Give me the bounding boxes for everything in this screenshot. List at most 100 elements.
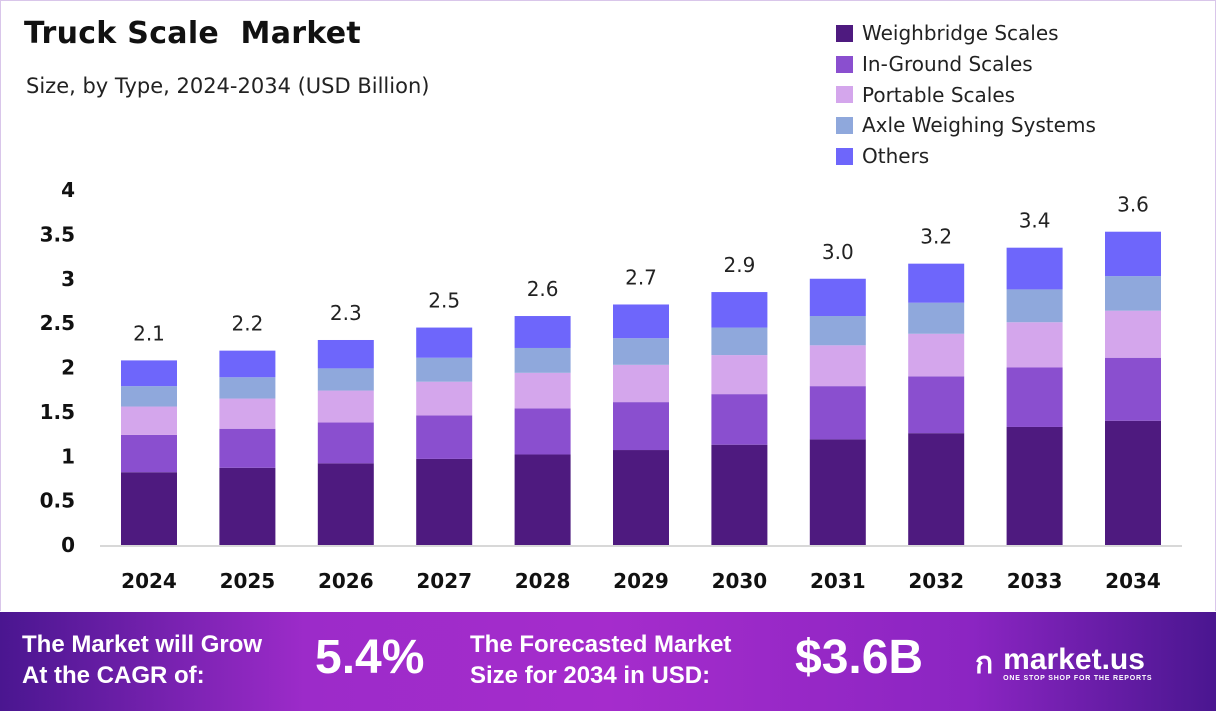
bar-segment-weighbridge-scales	[514, 454, 571, 545]
y-tick-label: 2.5	[40, 311, 75, 335]
total-data-label: 2.2	[231, 312, 263, 336]
x-tick-label: 2025	[220, 569, 276, 593]
x-tick-label: 2031	[810, 569, 866, 593]
x-tick-label: 2026	[318, 569, 374, 593]
total-data-label: 2.3	[330, 301, 362, 325]
bar-segment-weighbridge-scales	[317, 463, 374, 545]
legend: Weighbridge Scales In-Ground Scales Port…	[836, 18, 1096, 171]
total-data-label: 3.0	[822, 240, 854, 264]
bar-segment-others	[416, 327, 473, 358]
legend-item-axle: Axle Weighing Systems	[836, 110, 1096, 141]
y-tick-label: 1.5	[40, 400, 75, 424]
cagr-label: The Market will Grow At the CAGR of:	[22, 629, 262, 691]
x-tick-label: 2027	[416, 569, 472, 593]
bar-segment-others	[711, 292, 768, 328]
legend-swatch	[836, 86, 853, 104]
bar-segment-in-ground-scales	[1105, 357, 1161, 421]
x-tick-label: 2024	[121, 569, 177, 593]
chart-title: Truck Scale Market	[24, 16, 362, 51]
legend-item-portable: Portable Scales	[836, 79, 1096, 110]
legend-swatch	[836, 147, 853, 165]
bar-segment-portable-scales	[613, 364, 669, 403]
legend-item-in-ground: In-Ground Scales	[836, 49, 1096, 80]
legend-label: Axle Weighing Systems	[862, 113, 1096, 138]
bar-segment-portable-scales	[1105, 310, 1161, 358]
bar-segment-weighbridge-scales	[1006, 426, 1063, 545]
y-tick-label: 4	[61, 178, 75, 202]
x-tick-label: 2030	[712, 569, 768, 593]
market-us-logo-icon: ก	[975, 647, 994, 680]
legend-label: Weighbridge Scales	[862, 21, 1059, 46]
logo-name: market.us	[1003, 643, 1145, 676]
bar-segment-axle-weighing-systems	[1006, 289, 1063, 323]
total-data-label: 2.6	[527, 277, 559, 301]
total-data-label: 3.4	[1019, 209, 1051, 233]
x-tick-label: 2034	[1105, 569, 1161, 593]
total-data-label: 2.7	[625, 265, 657, 289]
bar-segment-weighbridge-scales	[219, 467, 276, 545]
y-tick-label: 3	[61, 267, 75, 291]
bar-segment-in-ground-scales	[317, 422, 374, 464]
bar-segment-in-ground-scales	[514, 408, 571, 455]
bar-segment-portable-scales	[514, 372, 571, 409]
bar-segment-portable-scales	[121, 406, 177, 435]
bar-segment-others	[317, 339, 374, 369]
y-tick-label: 2	[61, 356, 75, 380]
bar-segment-axle-weighing-systems	[416, 357, 473, 382]
total-data-label: 2.5	[428, 289, 460, 313]
logo-tagline: ONE STOP SHOP FOR THE REPORTS	[1003, 675, 1153, 682]
bar-segment-portable-scales	[711, 355, 768, 395]
bar-segment-others	[514, 316, 571, 348]
bar-segment-weighbridge-scales	[711, 444, 768, 545]
y-tick-label: 1	[61, 444, 75, 468]
forecast-label-line2: Size for 2034 in USD:	[470, 662, 711, 689]
legend-item-others: Others	[836, 141, 1096, 172]
bar-segment-in-ground-scales	[416, 415, 473, 459]
bar-segment-axle-weighing-systems	[317, 368, 374, 391]
bar-segment-axle-weighing-systems	[613, 338, 669, 365]
x-tick-label: 2032	[908, 569, 964, 593]
stacked-bar-chart: 0 0.5 1 1.5 2 2.5 3 3.5 4 2.1 2024 2.2 2025 2.3 2026 2.…	[40, 178, 1182, 593]
forecast-label-line1: The Forecasted Market	[470, 631, 732, 658]
chart-subtitle: Size, by Type, 2024-2034 (USD Billion)	[26, 74, 430, 98]
bar-segment-axle-weighing-systems	[1105, 276, 1161, 311]
bar-segment-weighbridge-scales	[416, 458, 473, 545]
bar-segment-others	[1105, 231, 1161, 277]
bar-segment-portable-scales	[1006, 322, 1063, 368]
bar-segment-others	[908, 263, 965, 303]
bar-segment-portable-scales	[908, 333, 965, 377]
bar-segment-in-ground-scales	[121, 434, 177, 473]
bar-segment-in-ground-scales	[219, 428, 276, 468]
market-us-logo: ก market.us ONE STOP SHOP FOR THE REPORTS	[975, 640, 1152, 687]
total-data-label: 3.2	[920, 225, 952, 249]
bar-segment-axle-weighing-systems	[908, 302, 965, 334]
y-tick-label: 0.5	[40, 489, 75, 513]
forecast-label: The Forecasted Market Size for 2034 in US…	[470, 629, 731, 691]
bar-segment-others	[1006, 247, 1063, 290]
bar-segment-weighbridge-scales	[121, 472, 177, 545]
total-data-label: 3.6	[1117, 193, 1149, 217]
total-data-label: 2.1	[133, 321, 165, 345]
bar-segment-others	[809, 278, 866, 317]
bar-segment-axle-weighing-systems	[514, 347, 571, 373]
cagr-value: 5.4%	[315, 631, 425, 684]
bar-segment-others	[613, 304, 669, 339]
x-tick-label: 2033	[1007, 569, 1063, 593]
bar-segment-in-ground-scales	[1006, 367, 1063, 427]
bar-segment-axle-weighing-systems	[711, 327, 768, 356]
bar-segment-weighbridge-scales	[1105, 420, 1161, 545]
x-tick-label: 2029	[613, 569, 669, 593]
bar-segment-axle-weighing-systems	[121, 386, 177, 407]
legend-label: Portable Scales	[862, 82, 1016, 107]
bar-segment-weighbridge-scales	[908, 433, 965, 545]
legend-swatch	[836, 24, 853, 42]
bar-segment-others	[121, 360, 177, 387]
legend-swatch	[836, 116, 853, 134]
forecast-value: $3.6B	[795, 631, 924, 684]
legend-label: Others	[862, 144, 930, 169]
bar-segment-axle-weighing-systems	[809, 316, 866, 346]
y-tick-label: 0	[61, 533, 75, 557]
total-data-label: 2.9	[723, 253, 755, 277]
bar-segment-portable-scales	[809, 345, 866, 387]
bar-segment-in-ground-scales	[711, 394, 768, 445]
